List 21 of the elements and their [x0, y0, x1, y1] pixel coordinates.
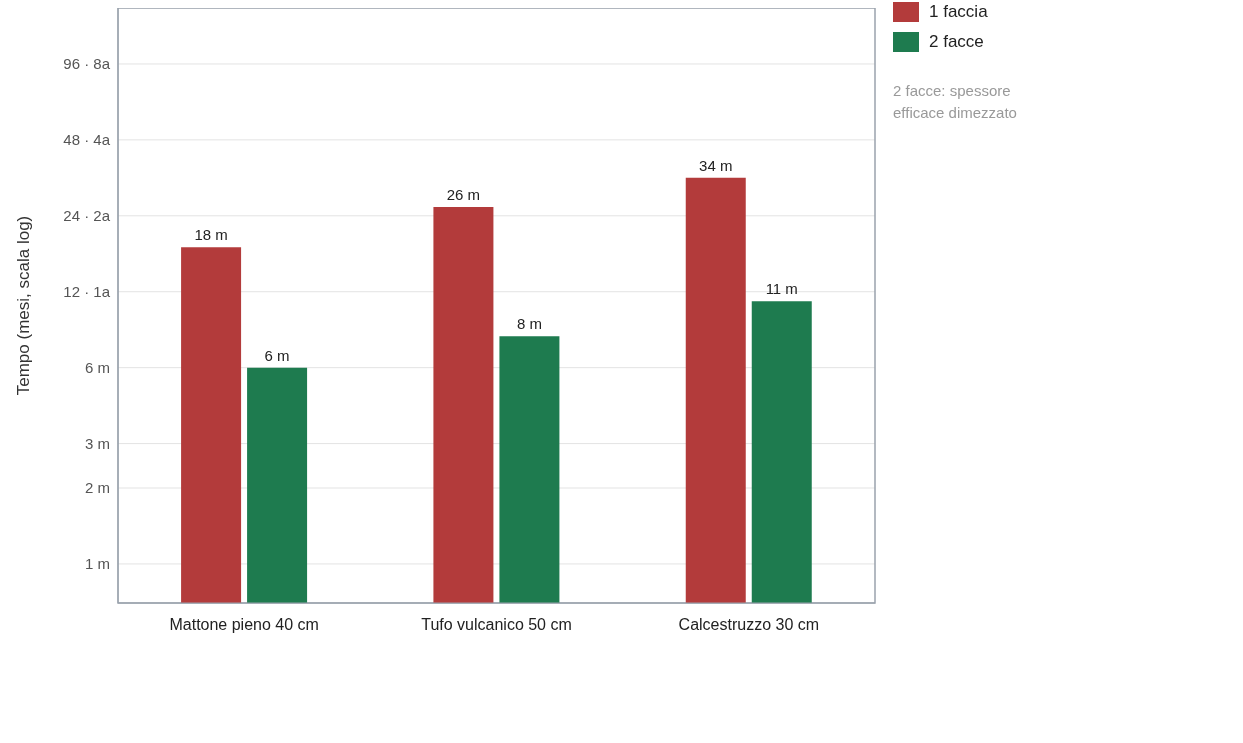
y-axis-title: Tempo (mesi, scala log)	[14, 215, 34, 396]
data-label: 6 m	[264, 346, 290, 364]
x-tick-label: Calcestruzzo 30 cm	[678, 616, 820, 634]
y-tick-label: 24 · 2a	[63, 207, 111, 225]
x-tick-label: Mattone pieno 40 cm	[169, 616, 319, 634]
y-tick-label: 2 m	[84, 479, 110, 497]
legend-label: 2 facce	[929, 32, 984, 52]
y-tick-label: 12 · 1a	[63, 283, 111, 301]
data-label: 18 m	[194, 226, 228, 244]
data-label: 8 m	[516, 315, 542, 333]
text: 2 facce: spessore efficace dimezzato	[893, 81, 1018, 123]
y-tick-label: 96 · 8a	[63, 55, 111, 73]
y-tick-label: 6 m	[84, 358, 110, 376]
data-label: 34 m	[699, 156, 733, 174]
y-tick-label: 48 · 4a	[63, 131, 111, 149]
y-tick-label: 1 m	[84, 555, 110, 573]
legend-label: 1 faccia	[929, 2, 988, 22]
data-label: 26 m	[446, 186, 481, 204]
x-tick-label: Tufo vulcanico 50 cm	[421, 616, 572, 634]
y-tick-label: 3 m	[84, 434, 110, 452]
data-label: 11 m	[765, 280, 798, 298]
